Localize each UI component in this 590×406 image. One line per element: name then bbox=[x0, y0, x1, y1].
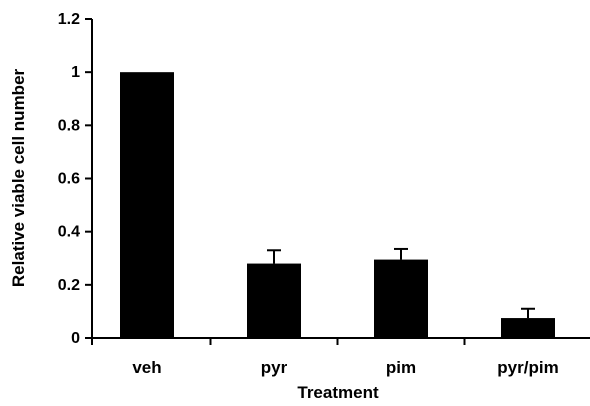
x-category-label: pim bbox=[386, 358, 416, 377]
bar-pim bbox=[374, 259, 428, 338]
x-category-label: pyr/pim bbox=[497, 358, 558, 377]
x-axis-title: Treatment bbox=[297, 383, 379, 402]
x-category-label: pyr bbox=[261, 358, 288, 377]
bar-veh bbox=[120, 72, 174, 339]
y-tick-label: 1 bbox=[71, 64, 80, 81]
y-tick-label: 1.2 bbox=[58, 11, 80, 28]
y-tick-label: 0.2 bbox=[58, 277, 80, 294]
y-tick-label: 0.4 bbox=[58, 224, 80, 241]
bars-group bbox=[120, 72, 555, 339]
x-labels-group: veh pyr pim pyr/pim bbox=[132, 358, 558, 377]
bar-pyr-pim bbox=[501, 318, 555, 338]
error-bars-group bbox=[267, 247, 535, 319]
y-axis-title: Relative viable cell number bbox=[9, 68, 28, 287]
bar-pyr bbox=[247, 263, 301, 338]
y-tick-label: 0.6 bbox=[58, 171, 80, 188]
y-ticks-group: 0 0.2 0.4 0.6 0.8 1 1.2 bbox=[58, 11, 466, 347]
plot-layer: 0 0.2 0.4 0.6 0.8 1 1.2 veh pyr pim pyr/pim bbox=[58, 11, 590, 377]
y-tick-label: 0 bbox=[71, 330, 80, 347]
x-category-label: veh bbox=[132, 358, 161, 377]
y-tick-label: 0.8 bbox=[58, 117, 80, 134]
